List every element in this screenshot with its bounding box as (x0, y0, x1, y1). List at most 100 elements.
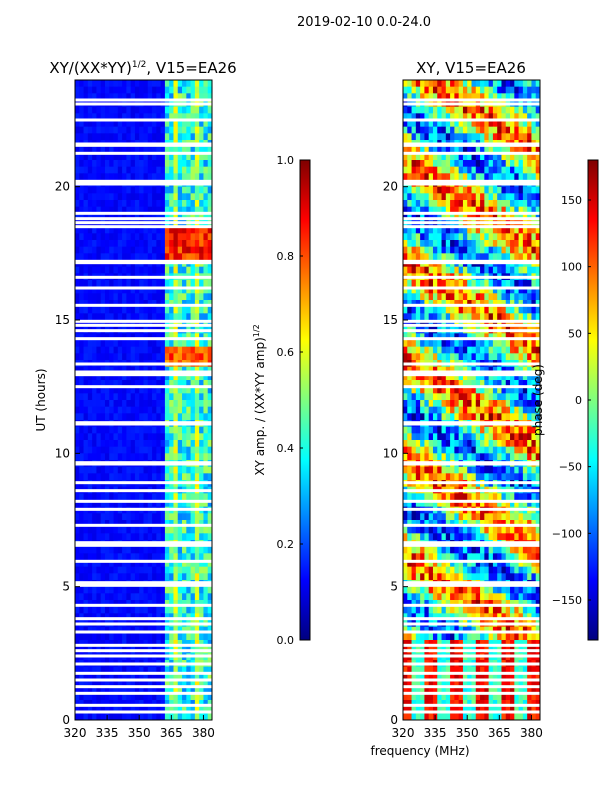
amp-flagged-row (75, 217, 212, 221)
amp-colorbar-tick-label: 0.8 (277, 250, 295, 263)
phase-flagged-row (403, 543, 540, 547)
phase-flagged-row (403, 179, 540, 183)
phase-colorbar: −150 −100 −50 0 50 100 150 (552, 159, 599, 641)
amp-flagged-row (75, 523, 212, 527)
phase-flagged-row (403, 583, 540, 587)
phase-flagged-row (403, 461, 540, 465)
phase-x-tick-label: 380 (520, 726, 543, 740)
amp-flagged-row (75, 581, 212, 585)
amp-x-tick-label: 335 (96, 726, 119, 740)
amp-heatmap (75, 80, 212, 720)
amp-flagged-row (75, 385, 212, 389)
amp-flagged-row (75, 211, 212, 215)
amp-cbar-label-main: XY amp. / (XX*YY amp) (253, 337, 267, 475)
phase-flagged-row (403, 225, 540, 229)
amp-flagged-row (75, 461, 212, 465)
phase-flagged-row (403, 221, 540, 225)
phase-flagged-row (403, 581, 540, 585)
phase-flagged-row (403, 286, 540, 290)
phase-flagged-row (403, 259, 540, 263)
amp-flagged-row (75, 654, 212, 658)
amp-y-tick-label: 15 (55, 313, 70, 327)
phase-flagged-row (403, 559, 540, 563)
amp-flagged-row (75, 643, 212, 647)
amp-flagged-row (75, 622, 212, 626)
phase-flagged-row (403, 373, 540, 377)
amp-flagged-row (75, 617, 212, 621)
amp-flagged-row (75, 678, 212, 682)
phase-flagged-row (403, 649, 540, 653)
amp-colorbar-tick-label: 0.2 (277, 538, 295, 551)
amp-flagged-row (75, 370, 212, 374)
phase-flagged-row (403, 319, 540, 323)
phase-flagged-row (403, 98, 540, 102)
phase-flagged-row (403, 507, 540, 511)
amp-flagged-row (75, 671, 212, 675)
amp-flagged-row (75, 151, 212, 155)
phase-colorbar-tick-label: −100 (552, 527, 582, 540)
amp-x-tick-label: 365 (160, 726, 183, 740)
amp-cbar-label-exp: 1/2 (252, 324, 261, 337)
phase-colorbar-tick-label: −150 (552, 594, 582, 607)
amp-flagged-row (75, 102, 212, 106)
amp-flagged-row (75, 179, 212, 183)
amp-colorbar-tick-label: 0.0 (277, 634, 295, 647)
amp-flagged-row (75, 583, 212, 587)
amp-plot-frame (74, 79, 213, 721)
phase-x-tick-label: 365 (488, 726, 511, 740)
amp-flagged-row (75, 489, 212, 493)
amp-y-tick-label: 5 (62, 580, 70, 594)
amp-colorbar: 0.0 0.2 0.4 0.6 0.8 1.0 (277, 154, 311, 647)
amp-title-tail: , V15=EA26 (146, 59, 236, 77)
phase-flagged-row (403, 182, 540, 186)
phase-flagged-row (403, 622, 540, 626)
phase-panel-title: XY, V15=EA26 (416, 59, 526, 77)
phase-flagged-row (403, 523, 540, 527)
amp-flagged-row (75, 303, 212, 307)
phase-colorbar-tick-label: 50 (568, 327, 582, 340)
amp-flagged-row (75, 662, 212, 666)
phase-flagged-row (403, 211, 540, 215)
phase-flagged-row (403, 303, 540, 307)
phase-flagged-row (403, 489, 540, 493)
amp-flagged-row (75, 481, 212, 485)
figure-title: 2019-02-10 0.0-24.0 (297, 15, 431, 30)
phase-flagged-row (403, 630, 540, 634)
frequency-axis-label: frequency (MHz) (370, 744, 469, 758)
amp-y-tick-label: 0 (62, 713, 70, 727)
amp-flagged-row (75, 362, 212, 366)
phase-x-tick-label: 335 (424, 726, 447, 740)
phase-x-tick-label: 320 (392, 726, 415, 740)
amp-flagged-row (75, 603, 212, 607)
phase-flagged-row (403, 603, 540, 607)
amp-colorbar-gradient (299, 159, 311, 641)
amp-flagged-row (75, 543, 212, 547)
amp-colorbar-label: XY amp. / (XX*YY amp)1/2 (252, 324, 267, 475)
amp-x-tick-label: 380 (192, 726, 215, 740)
phase-plot-frame (402, 79, 541, 721)
phase-heatmap (403, 80, 540, 720)
phase-colorbar-tick-label: 0 (575, 394, 582, 407)
phase-flagged-row (403, 678, 540, 682)
amp-flagged-row (75, 319, 212, 323)
phase-flagged-row (403, 118, 540, 122)
phase-colorbar-tick-label: 100 (561, 261, 582, 274)
phase-colorbar-label: phase (deg) (531, 364, 545, 436)
amp-axes: 320 335 350 365 380 0 5 10 15 20 (55, 180, 215, 740)
phase-flagged-row (403, 671, 540, 675)
phase-flagged-row (403, 685, 540, 689)
phase-flagged-row (403, 662, 540, 666)
amp-flagged-row (75, 691, 212, 695)
phase-flagged-row (403, 151, 540, 155)
amp-y-tick-label: 20 (55, 180, 70, 194)
phase-flagged-row (403, 481, 540, 485)
phase-flagged-row (403, 541, 540, 545)
amp-flagged-row (75, 499, 212, 503)
amp-flagged-row (75, 685, 212, 689)
amp-flagged-row (75, 118, 212, 122)
amp-colorbar-tick-label: 0.6 (277, 346, 295, 359)
amp-y-tick-label: 10 (55, 446, 70, 460)
phase-flagged-row (403, 362, 540, 366)
phase-flagged-row (403, 617, 540, 621)
